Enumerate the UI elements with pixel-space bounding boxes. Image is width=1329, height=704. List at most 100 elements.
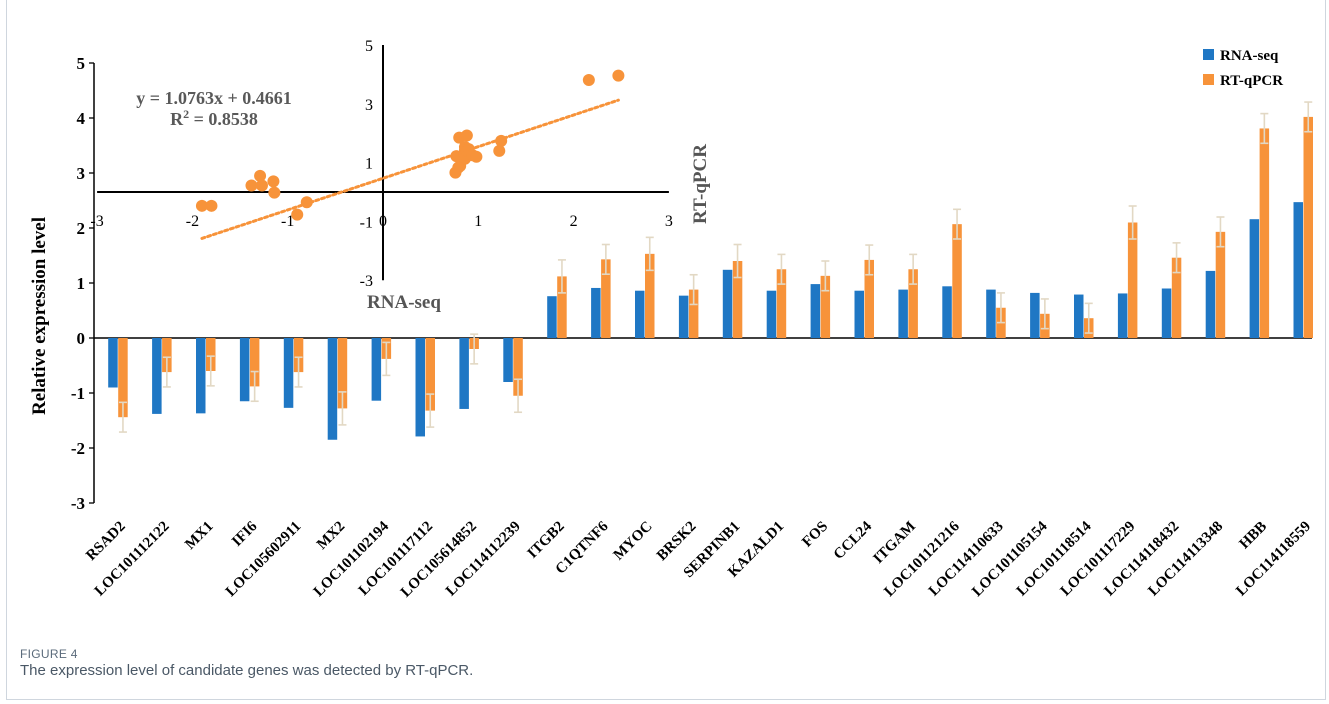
bar-rna-seq <box>942 286 952 338</box>
category-label: FOS <box>799 519 831 551</box>
bar-rt-qpcr <box>1259 128 1270 338</box>
inset-data-point <box>268 186 281 199</box>
bar-rt-qpcr <box>513 338 523 396</box>
bar-rna-seq <box>108 338 118 388</box>
inset-data-point <box>470 150 483 163</box>
legend-label: RNA-seq <box>1220 48 1279 64</box>
bar-rna-seq <box>503 338 513 382</box>
inset-y-axis-title: RT-qPCR <box>690 144 711 224</box>
bar-rt-qpcr <box>820 275 831 338</box>
inset-x-tick-label: 2 <box>570 213 578 230</box>
bar-rna-seq <box>766 290 777 338</box>
figure-frame <box>6 0 1326 700</box>
bar-rt-qpcr <box>688 289 699 338</box>
category-label: CCL24 <box>831 518 876 563</box>
bar-rna-seq <box>1074 294 1084 338</box>
category-label: MYOC <box>611 519 656 564</box>
r-squared-prefix: R <box>170 109 184 129</box>
bar-rt-qpcr <box>1171 257 1182 338</box>
bar-rna-seq <box>547 296 557 338</box>
category-label: ITGB2 <box>525 519 568 562</box>
bar-rt-qpcr <box>908 269 918 338</box>
y-tick-label: 3 <box>77 164 86 183</box>
inset-x-tick-label: 3 <box>665 213 673 230</box>
y-tick-label: -1 <box>71 384 85 403</box>
bar-rna-seq <box>415 338 425 437</box>
category-label: IFI6 <box>229 518 261 550</box>
legend-swatch-rna-seq <box>1203 49 1214 60</box>
bar-rt-qpcr <box>1215 231 1226 338</box>
inset-data-point <box>612 69 625 82</box>
y-tick-label: 5 <box>77 54 86 73</box>
bar-rna-seq <box>1293 202 1303 338</box>
bar-rna-seq <box>1117 293 1128 338</box>
bar-rt-qpcr <box>557 276 567 338</box>
inset-data-point <box>495 134 508 147</box>
bar-rna-seq <box>371 338 382 401</box>
bar-rt-qpcr <box>1127 222 1138 338</box>
inset-equation: y = 1.0763x + 0.4661 <box>136 88 292 108</box>
category-label: LOC101118514 <box>1014 518 1095 599</box>
category-label: LOC101105154 <box>969 518 1051 600</box>
bar-rt-qpcr <box>776 269 787 338</box>
category-label: LOC105614852 <box>398 519 480 601</box>
bar-rt-qpcr <box>118 338 128 418</box>
y-tick-label: 1 <box>77 274 86 293</box>
inset-x-tick-label: 0 <box>379 213 387 230</box>
bar-rt-qpcr <box>645 253 655 338</box>
bar-rt-qpcr <box>162 338 172 373</box>
inset-y-tick-label: 3 <box>365 97 373 114</box>
y-axis-title: Relative expression level <box>29 217 50 415</box>
bar-rna-seq <box>1161 288 1172 338</box>
inset-y-tick-label: -1 <box>360 214 373 231</box>
category-label: LOC101102194 <box>311 518 393 600</box>
y-tick-label: 4 <box>77 109 86 128</box>
bar-rna-seq <box>1030 292 1040 338</box>
inset-data-point <box>291 208 304 221</box>
bar-rna-seq <box>722 269 733 338</box>
bar-rna-seq <box>1205 270 1216 338</box>
bar-rna-seq <box>854 290 864 338</box>
bar-rna-seq <box>678 295 689 338</box>
bar-rt-qpcr <box>864 259 874 338</box>
bar-rt-qpcr <box>249 338 260 387</box>
inset-r-squared: R2 = 0.8538 <box>170 107 258 129</box>
category-label: MX2 <box>314 519 348 553</box>
bar-rt-qpcr <box>425 338 435 411</box>
category-label: MX1 <box>182 519 216 553</box>
y-tick-label: -2 <box>71 439 85 458</box>
bar-rna-seq <box>898 289 908 338</box>
inset-y-tick-label: -3 <box>360 273 373 290</box>
bar-rna-seq <box>283 338 294 408</box>
inset-data-point <box>255 179 268 192</box>
bar-rt-qpcr <box>601 259 611 338</box>
legend-swatch-rt-qpcr <box>1203 74 1214 85</box>
inset-x-tick-label: -1 <box>281 213 294 230</box>
inset-x-tick-label: -2 <box>186 213 199 230</box>
category-label: LOC105602911 <box>223 519 304 600</box>
bar-rna-seq <box>810 284 821 338</box>
bar-rna-seq <box>239 338 250 402</box>
inset-y-tick-label: 5 <box>365 38 373 55</box>
bar-rt-qpcr <box>293 338 304 373</box>
inset-data-point <box>300 196 313 209</box>
scatter-inset-layer: -3 -2 -1 0 1 2 3 -3 -1 1 3 5 RNA-seq RT-qPCR y = 1.076… <box>90 38 711 313</box>
inset-data-point <box>582 73 595 86</box>
bar-rna-seq <box>635 290 645 338</box>
category-label: HBB <box>1236 519 1270 553</box>
inset-data-point <box>195 199 208 212</box>
legend-label: RT-qPCR <box>1220 73 1283 89</box>
inset-data-point <box>245 179 258 192</box>
bar-rt-qpcr <box>206 338 216 371</box>
r-squared-superscript: 2 <box>183 107 189 121</box>
r-squared-value: = 0.8538 <box>189 109 258 129</box>
y-tick-label: 0 <box>77 329 86 348</box>
bar-rna-seq <box>1249 219 1260 338</box>
bar-rna-seq <box>591 287 601 338</box>
bar-rna-seq <box>196 338 206 414</box>
inset-trendline <box>200 98 620 240</box>
figure-label: FIGURE 4 <box>20 647 78 661</box>
bar-rt-qpcr <box>1303 116 1313 339</box>
